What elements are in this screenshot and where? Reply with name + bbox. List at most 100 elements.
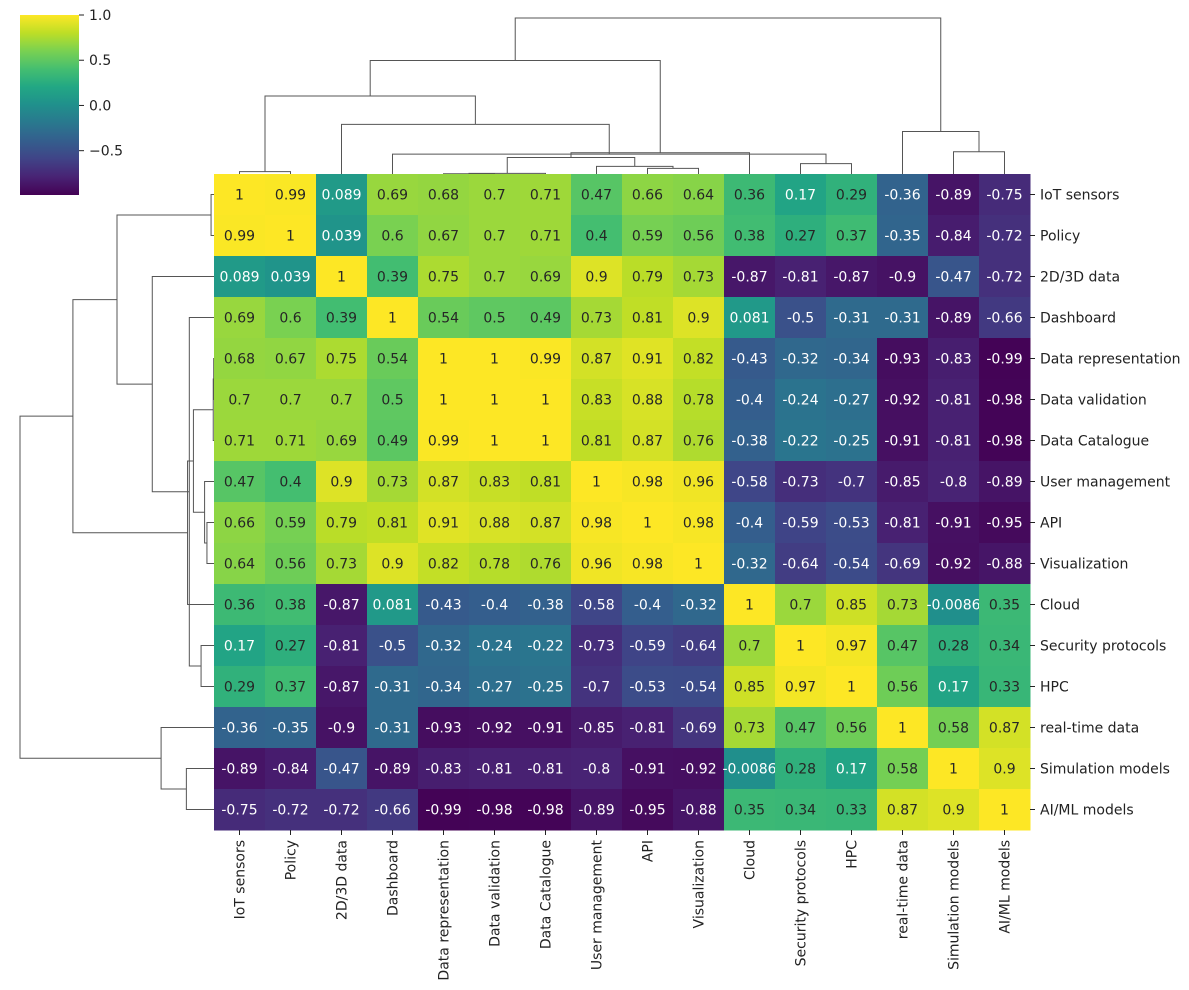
row-label: HPC bbox=[1040, 680, 1069, 696]
cell-value-label: -0.22 bbox=[527, 639, 563, 655]
cell-value-label: 0.089 bbox=[219, 270, 259, 286]
heatmap-cell bbox=[316, 502, 368, 544]
heatmap-cell bbox=[724, 461, 776, 503]
heatmap-cell bbox=[622, 625, 674, 667]
cell-value-label: -0.0086 bbox=[926, 598, 980, 614]
cell-value-label: 0.71 bbox=[275, 434, 306, 450]
heatmap-cell bbox=[316, 707, 368, 749]
row-dendrogram-link bbox=[192, 409, 214, 513]
column-label: User management bbox=[590, 840, 606, 971]
cell-value-label: -0.89 bbox=[935, 311, 971, 327]
cell-value-label: -0.7 bbox=[838, 475, 865, 491]
cell-value-label: 0.39 bbox=[377, 270, 408, 286]
row-dendrogram-link bbox=[187, 460, 214, 605]
heatmap-cell bbox=[826, 543, 878, 585]
cell-value-label: -0.4 bbox=[736, 516, 763, 532]
heatmap-cell bbox=[877, 461, 929, 503]
column-dendrogram-link bbox=[902, 130, 980, 174]
heatmap-cell bbox=[571, 543, 623, 585]
cell-value-label: -0.75 bbox=[986, 188, 1022, 204]
cell-value-label: 0.29 bbox=[836, 188, 867, 204]
cell-value-label: -0.92 bbox=[476, 721, 512, 737]
heatmap-cell bbox=[928, 379, 980, 421]
heatmap-grid: 1 0.99 0.089 0.69 0.68 0.7 0.71 0.47 0.66 0.64 0.3… bbox=[214, 174, 1031, 831]
cell-value-label: -0.81 bbox=[935, 434, 971, 450]
heatmap-cell bbox=[520, 461, 572, 503]
heatmap-cell bbox=[775, 256, 827, 298]
cell-value-label: -0.36 bbox=[884, 188, 920, 204]
cell-value-label: -0.31 bbox=[374, 680, 410, 696]
cell-value-label: -0.89 bbox=[578, 803, 614, 819]
heatmap-cell bbox=[979, 256, 1031, 298]
colorbar-tick-label: −0.5 bbox=[89, 144, 123, 160]
heatmap-cell bbox=[673, 215, 725, 257]
cell-value-label: 0.73 bbox=[581, 311, 612, 327]
heatmap-cell bbox=[979, 215, 1031, 257]
cell-value-label: 0.7 bbox=[483, 270, 505, 286]
cell-value-label: 0.66 bbox=[224, 516, 255, 532]
cell-value-label: 0.78 bbox=[479, 557, 510, 573]
cell-value-label: -0.64 bbox=[680, 639, 716, 655]
heatmap-cell bbox=[979, 174, 1031, 216]
heatmap-cell bbox=[316, 584, 368, 626]
cell-value-label: 0.68 bbox=[224, 352, 255, 368]
cell-value-label: 0.98 bbox=[581, 516, 612, 532]
heatmap-cell bbox=[877, 707, 929, 749]
cell-value-label: 0.38 bbox=[275, 598, 306, 614]
cell-value-label: 0.28 bbox=[938, 639, 969, 655]
cell-value-label: -0.91 bbox=[527, 721, 563, 737]
cell-value-label: -0.25 bbox=[833, 434, 869, 450]
heatmap-cell bbox=[367, 461, 419, 503]
cell-value-label: -0.47 bbox=[323, 762, 359, 778]
cell-value-label: 0.9 bbox=[942, 803, 964, 819]
cell-value-label: 0.9 bbox=[687, 311, 709, 327]
heatmap-cell bbox=[877, 256, 929, 298]
cell-value-label: 0.91 bbox=[632, 352, 663, 368]
row-label: IoT sensors bbox=[1040, 188, 1119, 204]
cell-value-label: 0.5 bbox=[483, 311, 505, 327]
heatmap-cell bbox=[877, 543, 929, 585]
heatmap-cell bbox=[520, 379, 572, 421]
column-label: 2D/3D data bbox=[335, 840, 351, 920]
heatmap-cell bbox=[826, 379, 878, 421]
cell-value-label: 0.73 bbox=[887, 598, 918, 614]
cell-value-label: 0.4 bbox=[279, 475, 301, 491]
cell-value-label: -0.85 bbox=[884, 475, 920, 491]
heatmap-cell bbox=[367, 420, 419, 462]
cell-value-label: -0.73 bbox=[578, 639, 614, 655]
cell-value-label: 0.87 bbox=[428, 475, 459, 491]
heatmap-cell bbox=[367, 502, 419, 544]
cell-value-label: 0.98 bbox=[683, 516, 714, 532]
heatmap-cell bbox=[316, 461, 368, 503]
heatmap-cell bbox=[571, 420, 623, 462]
row-dendrogram-link bbox=[116, 214, 212, 385]
heatmap-cell bbox=[775, 789, 827, 831]
cell-value-label: 0.96 bbox=[683, 475, 714, 491]
heatmap-cell bbox=[265, 789, 317, 831]
heatmap-cell bbox=[571, 584, 623, 626]
heatmap-cell bbox=[469, 789, 521, 831]
heatmap-cell bbox=[367, 174, 419, 216]
heatmap-cell bbox=[928, 297, 980, 339]
heatmap-cell bbox=[316, 215, 368, 257]
heatmap-cell bbox=[367, 297, 419, 339]
cell-value-label: -0.59 bbox=[782, 516, 818, 532]
heatmap-cell bbox=[520, 625, 572, 667]
colorbar-tick-label: 0.0 bbox=[89, 98, 111, 114]
cell-value-label: 0.33 bbox=[989, 680, 1020, 696]
cell-value-label: -0.95 bbox=[986, 516, 1022, 532]
heatmap-cell bbox=[673, 584, 725, 626]
heatmap-cell bbox=[265, 625, 317, 667]
heatmap-cell bbox=[418, 215, 470, 257]
cell-value-label: 0.039 bbox=[270, 270, 310, 286]
heatmap-cell bbox=[775, 338, 827, 380]
cell-value-label: 0.87 bbox=[530, 516, 561, 532]
column-label: Cloud bbox=[743, 840, 759, 880]
heatmap-cell bbox=[724, 789, 776, 831]
cell-value-label: -0.59 bbox=[629, 639, 665, 655]
heatmap-cell bbox=[826, 338, 878, 380]
heatmap-cell bbox=[316, 666, 368, 708]
cell-value-label: -0.99 bbox=[425, 803, 461, 819]
cell-value-label: 0.82 bbox=[428, 557, 459, 573]
heatmap-cell bbox=[469, 502, 521, 544]
